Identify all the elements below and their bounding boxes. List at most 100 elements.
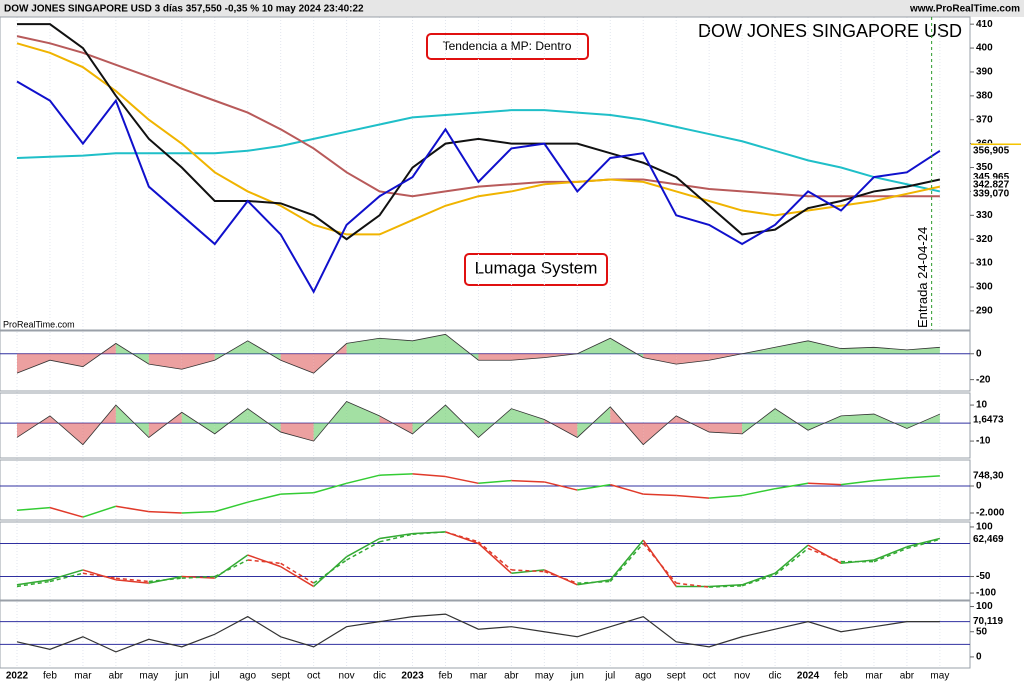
y-tick-label: 410 (976, 19, 993, 30)
y-tick-label: 0 (976, 348, 982, 359)
y-tick-label: 370 (976, 114, 993, 125)
panel-border (0, 459, 971, 521)
x-tick-label: oct (307, 671, 321, 682)
line-segment (840, 479, 875, 486)
price-tag (971, 187, 1021, 200)
area-fill (709, 423, 743, 434)
price-tag-label: 342,827 (973, 179, 1010, 190)
price-tag-label: 356,905 (973, 146, 1010, 157)
line-segment (807, 547, 842, 563)
panel: 0 -2.000 748,30 (0, 459, 1021, 521)
line-segment (609, 539, 644, 581)
price-tag-label: 1,6473 (973, 415, 1004, 426)
line-segment (511, 569, 545, 573)
x-tick-label: mar (865, 671, 883, 682)
line-segment (774, 482, 809, 490)
y-tick-label: 390 (976, 67, 993, 78)
area-fill (676, 353, 710, 365)
x-tick-label: may (535, 671, 554, 682)
line-segment (115, 505, 149, 513)
watermark: DOW JONES SINGAPORE USD (698, 21, 962, 41)
line-segment (741, 574, 776, 587)
line-segment (609, 542, 644, 582)
line-segment (313, 556, 348, 588)
line-segment (873, 477, 907, 482)
y-tick-label: 100 (976, 601, 993, 612)
area-fill (280, 423, 314, 442)
x-tick-label: abr (109, 671, 124, 682)
line-segment (643, 493, 677, 497)
area-fill (511, 353, 545, 361)
line-segment (412, 473, 446, 478)
line-segment (148, 510, 182, 514)
line-segment (82, 572, 116, 579)
x-tick-label: may (139, 671, 158, 682)
y-tick-label: 400 (976, 43, 993, 54)
line-segment (642, 543, 677, 584)
line-segment (214, 554, 249, 579)
line-segment (873, 546, 908, 561)
x-tick-label: feb (439, 671, 453, 682)
annotation: Lumaga System (475, 258, 598, 277)
line-segment (807, 544, 842, 564)
x-tick-label: abr (504, 671, 519, 682)
area-fill (841, 347, 874, 354)
line-segment (577, 580, 611, 584)
line-segment (709, 584, 743, 588)
x-tick-label: feb (43, 671, 57, 682)
line-segment (774, 547, 809, 576)
line-segment (511, 479, 545, 483)
y-tick-label: 350 (976, 162, 993, 173)
area-fill (181, 353, 215, 370)
line-segment (676, 582, 710, 588)
y-tick-label: -100 (976, 588, 996, 599)
x-tick-label: jul (209, 671, 220, 682)
line-segment (544, 481, 578, 491)
x-tick-label: may (930, 671, 949, 682)
price-tag-label: 748,30 (973, 471, 1004, 482)
price-tag-label: 62,469 (973, 534, 1004, 545)
area-fill (906, 347, 940, 354)
line-segment (115, 579, 149, 584)
panel: 0 -20 (0, 330, 991, 392)
x-tick-label: ago (239, 671, 256, 682)
price-tag (971, 615, 1021, 628)
price-tag (971, 414, 1021, 427)
panel: 2903003103203303403503603703803904004103… (0, 16, 1021, 331)
y-tick-label: -10 (976, 436, 991, 447)
line-segment (445, 531, 479, 545)
line-segment (610, 483, 644, 495)
line-segment (148, 577, 182, 583)
area-fill (280, 353, 314, 374)
line-segment (247, 554, 281, 568)
panel: 100 50 0 70,119 (0, 600, 1021, 669)
line (16, 613, 940, 653)
header-bar (0, 0, 1024, 17)
line (16, 35, 940, 198)
line-segment (741, 572, 776, 586)
panel-border (0, 521, 971, 601)
line-segment (280, 565, 315, 588)
area-fill (379, 338, 413, 354)
x-tick-label: nov (339, 671, 355, 682)
x-tick-label: jun (570, 671, 584, 682)
y-tick-label: -20 (976, 374, 991, 385)
x-tick-label: mar (74, 671, 92, 682)
header-title: DOW JONES SINGAPORE USD 3 días 357,550 -… (4, 4, 364, 15)
line-segment (741, 487, 776, 497)
line-segment (346, 474, 380, 485)
line-segment (477, 541, 512, 571)
area-fill (511, 408, 545, 424)
area-line (16, 400, 941, 446)
y-tick-label: 380 (976, 90, 993, 101)
x-tick-label: dic (769, 671, 782, 682)
x-tick-label: jul (604, 671, 615, 682)
line-segment (214, 501, 248, 513)
y-tick-label: 290 (976, 306, 993, 317)
line-segment (676, 494, 710, 499)
x-tick-label: 2024 (797, 671, 820, 682)
panel: 100-101,6473 (0, 392, 1021, 459)
line-segment (16, 506, 51, 512)
entry-label: Entrada 24-04-24 (915, 227, 930, 328)
line-segment (906, 538, 941, 550)
